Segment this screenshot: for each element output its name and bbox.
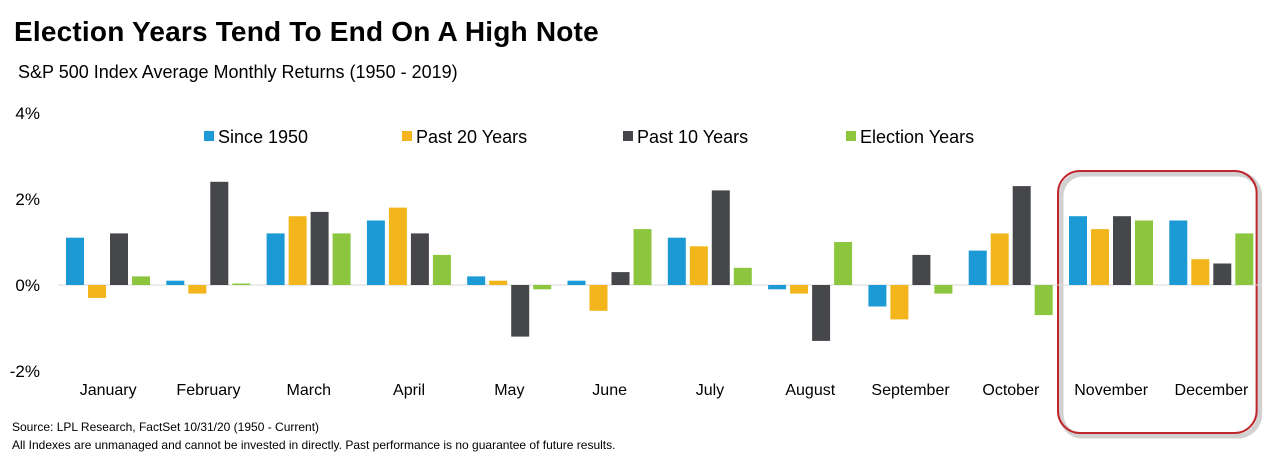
legend-swatch (204, 131, 214, 141)
bar-since-1950 (667, 237, 686, 285)
bar-past-10-years (1113, 216, 1131, 285)
bar-since-1950 (166, 280, 185, 285)
legend-swatch (623, 131, 633, 141)
x-tick-label: December (1175, 382, 1249, 399)
bar-since-1950 (1169, 220, 1188, 285)
bar-past-20-years (88, 285, 106, 298)
bar-past-20-years (188, 285, 207, 294)
x-tick-label: July (696, 382, 724, 399)
legend-swatch (846, 131, 856, 141)
x-tick-label: August (785, 382, 835, 399)
bar-since-1950 (567, 280, 586, 285)
bar-past-20-years (990, 233, 1009, 285)
bar-election-years (934, 285, 953, 294)
y-tick-label: 0% (15, 276, 40, 295)
bar-since-1950 (467, 276, 486, 285)
chart-subtitle: S&P 500 Index Average Monthly Returns (1… (18, 62, 458, 82)
bar-election-years (332, 233, 351, 285)
bar-election-years (432, 254, 451, 285)
disclaimer-note: All Indexes are unmanaged and cannot be … (12, 438, 616, 452)
bar-past-10-years (1213, 263, 1232, 285)
bar-since-1950 (66, 237, 84, 285)
x-tick-label: September (871, 382, 950, 399)
bar-past-20-years (489, 280, 508, 285)
bar-past-10-years (310, 211, 329, 285)
x-tick-label: February (176, 382, 240, 399)
bar-since-1950 (266, 233, 285, 285)
bar-past-10-years (611, 272, 630, 285)
legend-label: Past 10 Years (637, 127, 748, 147)
source-note: Source: LPL Research, FactSet 10/31/20 (… (12, 420, 320, 434)
bar-past-10-years (210, 181, 229, 285)
bar-past-20-years (589, 285, 608, 311)
legend-swatch (402, 131, 412, 141)
x-tick-label: May (494, 382, 524, 399)
x-tick-label: January (80, 382, 137, 399)
y-tick-label: 2% (15, 190, 40, 209)
bar-election-years (132, 276, 150, 285)
bar-past-20-years (288, 216, 307, 285)
bar-election-years (633, 229, 652, 285)
bar-election-years (1135, 220, 1153, 285)
bar-past-10-years (110, 233, 128, 285)
bar-past-20-years (890, 285, 909, 320)
bar-election-years (834, 242, 853, 285)
x-tick-label: April (393, 382, 425, 399)
bar-since-1950 (968, 250, 987, 285)
bar-past-10-years (410, 233, 429, 285)
x-tick-label: March (287, 382, 331, 399)
legend-label: Since 1950 (218, 127, 308, 147)
bar-since-1950 (868, 285, 887, 307)
bar-past-10-years (1012, 186, 1031, 285)
bar-past-20-years (790, 285, 809, 294)
bar-election-years (533, 285, 552, 290)
bar-past-20-years (1091, 229, 1109, 285)
bar-past-20-years (1191, 259, 1210, 285)
bar-election-years (1235, 233, 1254, 285)
y-tick-label: -2% (10, 362, 40, 381)
x-tick-label: June (592, 382, 627, 399)
bar-since-1950 (1069, 216, 1087, 285)
highlight-box (1057, 170, 1258, 434)
bar-election-years (1034, 285, 1053, 316)
x-tick-label: November (1074, 382, 1148, 399)
bar-past-10-years (812, 285, 831, 341)
bar-past-10-years (711, 190, 730, 285)
bar-past-20-years (388, 207, 407, 285)
y-tick-label: 4% (15, 104, 40, 123)
bar-election-years (733, 267, 752, 285)
chart-title: Election Years Tend To End On A High Not… (14, 16, 599, 47)
bar-past-10-years (511, 285, 530, 337)
legend-label: Past 20 Years (416, 127, 527, 147)
x-tick-label: October (982, 382, 1040, 399)
bar-election-years (232, 283, 251, 285)
legend-label: Election Years (860, 127, 974, 147)
bar-since-1950 (768, 285, 787, 290)
bar-past-20-years (689, 246, 708, 285)
bar-past-10-years (912, 254, 931, 285)
bar-since-1950 (366, 220, 385, 285)
